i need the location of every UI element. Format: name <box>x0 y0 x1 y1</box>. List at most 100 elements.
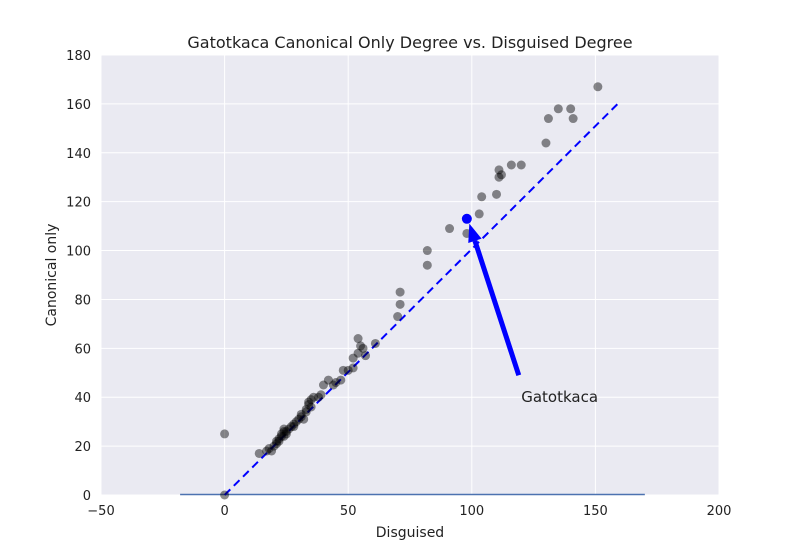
x-tick-label: −50 <box>87 504 114 519</box>
data-point <box>289 419 299 429</box>
x-tick-label: 150 <box>583 504 608 519</box>
data-point <box>568 114 578 124</box>
data-point <box>543 114 553 124</box>
grid-lines <box>100 54 720 496</box>
data-point <box>291 417 301 427</box>
data-point <box>254 448 264 458</box>
y-tick-label: 100 <box>66 245 91 260</box>
data-point <box>492 189 502 199</box>
data-point <box>304 400 314 410</box>
data-point <box>276 429 286 439</box>
data-point <box>506 160 516 170</box>
data-point <box>296 412 306 422</box>
data-point <box>348 363 358 373</box>
y-tick-label: 20 <box>74 440 91 455</box>
x-tick-label: 200 <box>707 504 732 519</box>
data-point <box>272 436 282 446</box>
y-tick-label: 80 <box>74 293 91 308</box>
highlight-point <box>461 213 472 224</box>
data-point <box>269 441 279 451</box>
x-tick-label: 100 <box>459 504 484 519</box>
data-point <box>356 341 366 351</box>
data-point <box>422 260 432 270</box>
data-point <box>336 375 346 385</box>
data-point <box>220 429 230 439</box>
y-tick-label: 140 <box>66 147 91 162</box>
chart-title: Gatotkaca Canonical Only Degree vs. Disg… <box>187 33 632 52</box>
data-point <box>395 299 405 309</box>
data-point <box>516 160 526 170</box>
data-point <box>264 444 274 454</box>
data-point <box>301 407 311 417</box>
data-point <box>318 380 328 390</box>
data-point <box>593 82 603 92</box>
data-points <box>220 82 603 500</box>
data-point <box>289 422 299 432</box>
data-point <box>262 446 272 456</box>
x-tick-label: 0 <box>220 504 228 519</box>
data-point <box>370 338 380 348</box>
x-axis-label: Disguised <box>376 525 444 541</box>
data-point <box>299 414 309 424</box>
data-point <box>314 392 324 402</box>
x-tick-label: 50 <box>340 504 357 519</box>
plot-background <box>101 55 719 495</box>
annotation-label: Gatotkaca <box>521 388 598 406</box>
data-point <box>272 439 282 449</box>
y-tick-labels: 0 20 40 60 80 100 120 140 160 180 <box>66 49 91 504</box>
data-point <box>395 287 405 297</box>
data-point <box>393 312 403 322</box>
data-point <box>284 424 294 434</box>
data-point <box>279 426 289 436</box>
data-point <box>306 402 316 412</box>
reference-line-layer <box>223 100 621 496</box>
data-point <box>353 334 363 344</box>
data-point <box>445 224 455 234</box>
data-point <box>323 375 333 385</box>
data-point <box>474 209 484 219</box>
data-point <box>276 431 286 441</box>
data-point <box>343 365 353 375</box>
y-tick-label: 60 <box>74 342 91 357</box>
data-point <box>338 365 348 375</box>
data-point <box>279 424 289 434</box>
data-point <box>281 426 291 436</box>
data-point <box>296 409 306 419</box>
data-point <box>566 104 576 114</box>
data-point <box>220 490 230 500</box>
data-point <box>494 165 504 175</box>
y-tick-label: 160 <box>66 98 91 113</box>
data-point <box>309 392 319 402</box>
data-point <box>328 380 338 390</box>
data-point <box>301 404 311 414</box>
data-point <box>477 192 487 202</box>
data-point <box>422 246 432 256</box>
data-point <box>286 422 296 432</box>
data-point <box>279 431 289 441</box>
y-axis-label: Canonical only <box>44 224 60 327</box>
y-tick-label: 0 <box>83 489 91 504</box>
annotation-arrow-head <box>468 223 482 243</box>
data-point <box>281 429 291 439</box>
data-point <box>267 446 277 456</box>
data-point <box>294 414 304 424</box>
data-point <box>304 397 314 407</box>
data-point <box>348 353 358 363</box>
y-tick-label: 120 <box>66 196 91 211</box>
data-point <box>306 395 316 405</box>
data-point <box>316 390 326 400</box>
y-tick-label: 180 <box>66 49 91 64</box>
reference-line <box>223 100 621 496</box>
y-tick-label: 40 <box>74 391 91 406</box>
data-point <box>541 138 551 148</box>
data-point <box>331 378 341 388</box>
data-point <box>358 343 368 353</box>
data-point <box>361 351 371 361</box>
data-point <box>274 434 284 444</box>
data-point <box>494 172 504 182</box>
annotation-arrow-layer <box>468 223 522 376</box>
highlight-layer <box>461 213 472 224</box>
x-tick-labels: −50 0 50 100 150 200 <box>87 504 731 519</box>
annotation-arrow-shaft <box>472 240 522 376</box>
